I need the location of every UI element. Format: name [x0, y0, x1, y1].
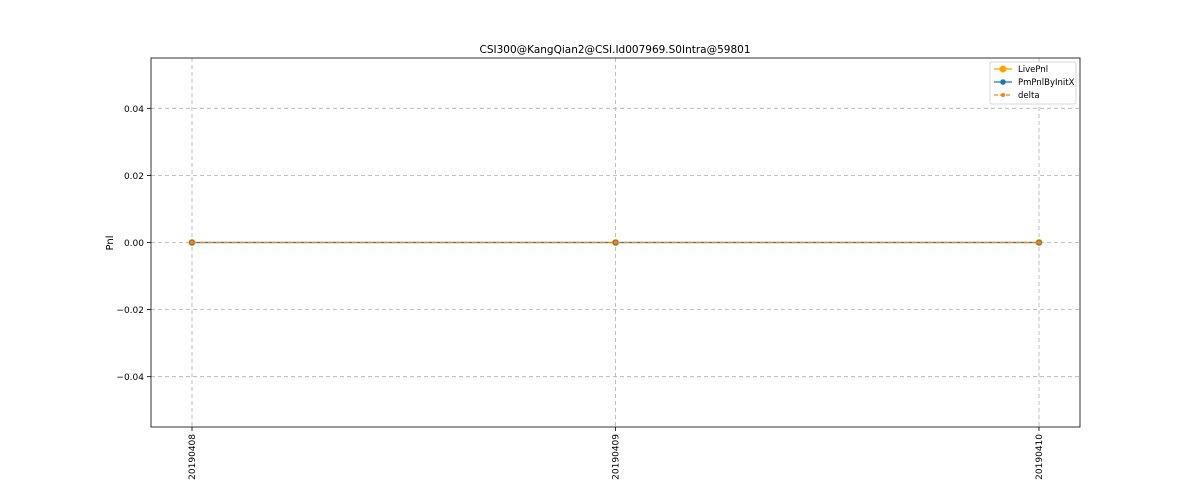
- legend-label: delta: [1018, 91, 1040, 101]
- legend-marker-delta: [1001, 93, 1005, 97]
- axes-layer: −0.04 −0.02 0.00 0.02 0.04 20190408 20190409 20…: [116, 57, 1081, 480]
- x-tick-label: 20190409: [612, 434, 622, 480]
- legend-label: PmPnlByInitX: [1018, 78, 1075, 88]
- y-tick-label: −0.02: [116, 306, 144, 316]
- y-tick-label: 0.00: [124, 239, 144, 249]
- y-axis-label: Pnl: [105, 236, 116, 251]
- x-tick-label: 20190408: [188, 434, 198, 480]
- y-tick-label: 0.02: [124, 172, 144, 182]
- series-layer: [188, 239, 1043, 246]
- series-point-delta: [190, 240, 194, 245]
- legend-marker-LivePnl: [999, 65, 1007, 73]
- x-tick-label: 20190410: [1035, 434, 1045, 480]
- chart-title: CSI300@KangQian2@CSI.Id007969.S0Intra@59…: [479, 44, 750, 56]
- legend-label: LivePnl: [1018, 65, 1048, 75]
- legend: LivePnl PmPnlByInitX delta: [989, 61, 1077, 105]
- series-point-delta: [613, 240, 618, 245]
- legend-marker-PmPnlByInitX: [1000, 79, 1006, 85]
- y-tick-label: −0.04: [116, 373, 144, 383]
- legend-box: [989, 61, 1077, 105]
- y-tick-label: 0.04: [124, 105, 144, 115]
- series-point-delta: [1037, 240, 1041, 245]
